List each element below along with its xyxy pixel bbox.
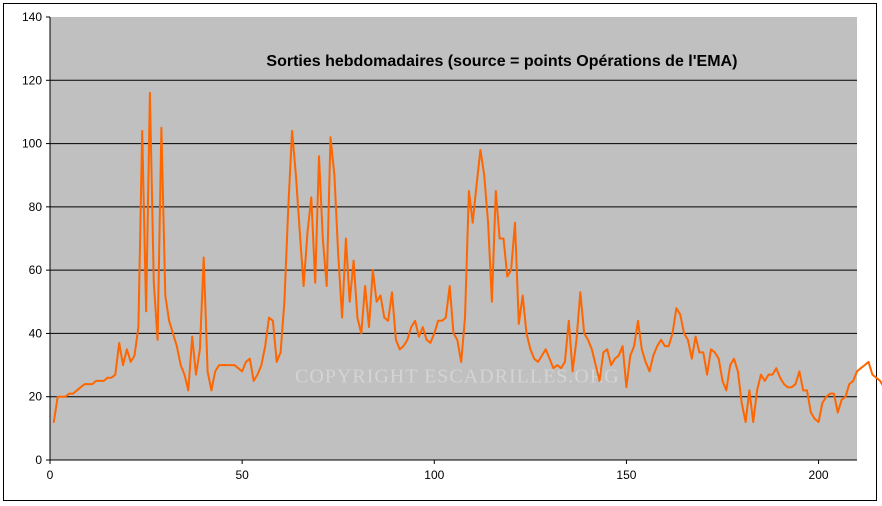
x-tick-label-50: 50 bbox=[235, 468, 249, 482]
y-tick-label-80: 80 bbox=[29, 200, 43, 214]
gridlines bbox=[50, 79, 857, 398]
y-tick-label-60: 60 bbox=[29, 263, 43, 277]
tick-labels: 0 20 40 60 80 100 120 140 0 50 100 150 200 bbox=[22, 10, 829, 482]
x-tick-label-200: 200 bbox=[809, 468, 829, 482]
y-tick-label-140: 140 bbox=[22, 10, 42, 24]
y-tick-label-40: 40 bbox=[29, 326, 43, 340]
y-tick-label-120: 120 bbox=[22, 73, 42, 87]
chart-title: Sorties hebdomadaires (source = points O… bbox=[266, 53, 737, 70]
y-tick-label-100: 100 bbox=[22, 137, 42, 151]
series-layer bbox=[52, 91, 882, 423]
axes bbox=[46, 16, 857, 464]
copyright-watermark: COPYRIGHT ESCADRILLES.ORG bbox=[295, 365, 620, 387]
x-tick-label-150: 150 bbox=[616, 468, 636, 482]
x-tick-label-100: 100 bbox=[424, 468, 444, 482]
y-tick-label-0: 0 bbox=[35, 453, 42, 467]
y-tick-label-20: 20 bbox=[29, 390, 43, 404]
plot-area bbox=[50, 17, 857, 460]
series-line-0 bbox=[52, 91, 882, 423]
x-tick-label-0: 0 bbox=[47, 468, 54, 482]
